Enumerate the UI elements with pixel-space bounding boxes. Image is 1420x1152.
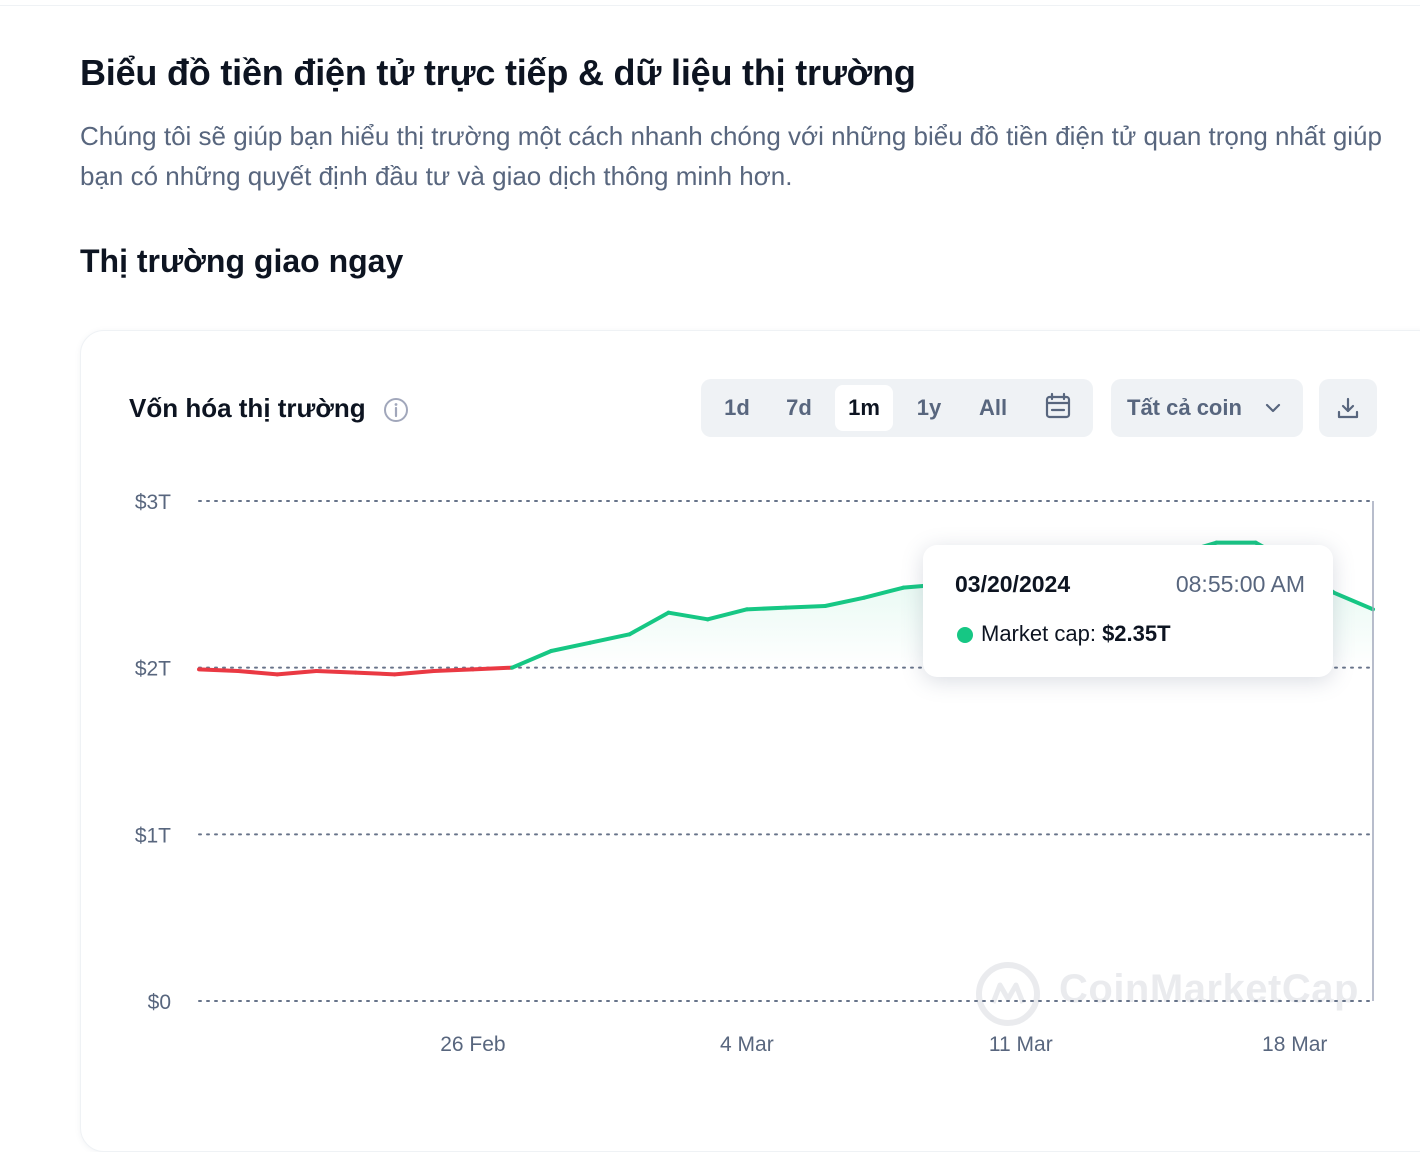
chart-tooltip: 03/20/2024 08:55:00 AM Market cap: $2.35… <box>923 545 1333 677</box>
tab-1d[interactable]: 1d <box>724 395 750 420</box>
series-segment <box>549 640 593 653</box>
tab-all[interactable]: All <box>978 395 1008 420</box>
market-cap-card: Vốn hóa thị trường 1d 7d 1m 1y All Tất c… <box>80 330 1420 1152</box>
series-segment <box>197 667 241 673</box>
download-button[interactable] <box>1319 379 1377 437</box>
chart-title: Vốn hóa thị trường <box>129 393 366 423</box>
series-segment <box>314 669 358 675</box>
y-tick-label: $1T <box>135 824 171 847</box>
y-tick-label: $2T <box>135 658 171 681</box>
series-segment <box>392 669 436 677</box>
chevron-down-icon <box>1265 403 1281 413</box>
series-segment <box>588 632 632 645</box>
series-segment <box>744 605 788 612</box>
series-segment <box>666 610 710 622</box>
series-segment <box>823 595 867 608</box>
x-tick-label: 4 Mar <box>720 1033 774 1056</box>
series-segment <box>353 670 397 677</box>
tooltip-row: Market cap: $2.35T <box>981 621 1171 647</box>
series-segment <box>470 665 515 672</box>
x-tick-label: 11 Mar <box>989 1033 1053 1056</box>
info-icon[interactable] <box>383 397 409 423</box>
tooltip-label: Market cap: <box>981 621 1096 646</box>
section-title: Thị trường giao ngay <box>80 243 404 279</box>
series-segment <box>431 667 475 673</box>
series-segment <box>1331 590 1375 612</box>
series-segment <box>784 604 828 610</box>
page-description: Chúng tôi sẽ giúp bạn hiểu thị trường mộ… <box>80 121 1382 191</box>
x-tick-label: 18 Mar <box>1262 1033 1327 1056</box>
tab-1y[interactable]: 1y <box>916 395 942 420</box>
series-segment <box>275 669 319 677</box>
download-icon <box>1337 397 1359 419</box>
coinmarketcap-watermark: CoinMarketCap <box>973 959 1393 1029</box>
x-tick-label: 26 Feb <box>440 1033 505 1056</box>
series-segment <box>510 649 554 670</box>
tooltip-series-dot <box>957 627 973 643</box>
calendar-icon[interactable] <box>1033 385 1083 431</box>
tab-1m[interactable]: 1m <box>835 385 893 431</box>
tooltip-date: 03/20/2024 <box>955 571 1071 597</box>
page-title: Biểu đồ tiền điện tử trực tiếp & dữ liệu… <box>80 52 916 93</box>
market-cap-chart[interactable]: $0 $1T $2T $3T 26 Feb 4 Mar 11 Mar 18 Mar <box>81 331 1420 1111</box>
tooltip-time: 08:55:00 AM <box>1175 571 1305 597</box>
time-range-tabs: 1d 7d 1m 1y All <box>701 379 1093 437</box>
coin-filter-value: Tất cả coin <box>1127 395 1242 420</box>
series-segment <box>862 585 906 600</box>
watermark-text: CoinMarketCap <box>1059 967 1359 1011</box>
coinmarketcap-logo-icon <box>976 962 1040 1026</box>
coin-filter-select[interactable]: Tất cả coin <box>1111 379 1303 437</box>
top-divider <box>0 0 1420 6</box>
tooltip-value: $2.35T <box>1102 621 1171 646</box>
series-segment <box>627 610 671 637</box>
series-segment <box>236 669 280 677</box>
tab-7d[interactable]: 7d <box>786 395 812 420</box>
series-segment <box>705 607 749 622</box>
y-tick-label: $0 <box>148 991 171 1014</box>
y-tick-label: $3T <box>135 491 171 514</box>
